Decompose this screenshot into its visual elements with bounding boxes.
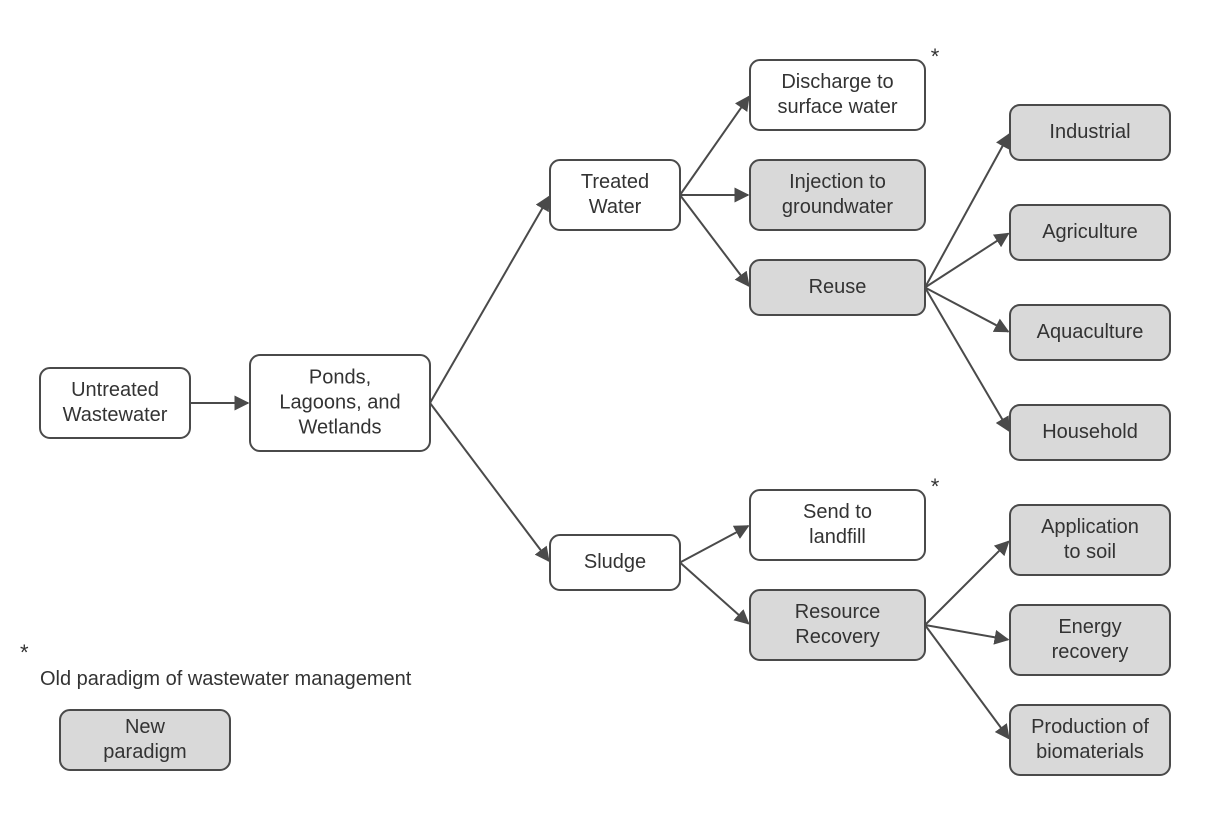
node-energy-label-line-1: recovery — [1052, 641, 1129, 663]
node-energy-group: Energy recovery — [1010, 605, 1170, 675]
node-industrial-group: Industrial — [1010, 105, 1170, 160]
node-injection-group: Injection to groundwater — [750, 160, 925, 230]
node-recovery-group: Resource Recovery — [750, 590, 925, 660]
node-soil-label-line-0: Application — [1041, 516, 1139, 538]
node-biomaterials-label-line-1: biomaterials — [1036, 741, 1144, 763]
node-ponds-label-line-0: Ponds, — [309, 366, 371, 388]
flowchart-canvas: Untreated Wastewater Ponds, Lagoons, and Wet… — [0, 0, 1220, 828]
node-biomaterials-group: Production of biomaterials — [1010, 705, 1170, 775]
node-sludge-group: Sludge — [550, 535, 680, 590]
node-household-group: Household — [1010, 405, 1170, 460]
node-landfill-label-line-1: landfill — [809, 526, 866, 548]
node-injection-label-line-0: Injection to — [789, 171, 886, 193]
node-landfill-asterisk-icon: * — [931, 474, 940, 499]
node-aquaculture-group: Aquaculture — [1010, 305, 1170, 360]
node-landfill-label-line-0: Send to — [803, 501, 872, 523]
node-soil-group: Application to soil — [1010, 505, 1170, 575]
node-sludge-label-line-0: Sludge — [584, 551, 646, 573]
node-discharge-label-line-0: Discharge to — [781, 71, 893, 93]
legend-new-paradigm-label-line-1: paradigm — [103, 741, 186, 763]
node-treated-label-line-0: Treated — [581, 171, 649, 193]
node-recovery-label-line-0: Resource — [795, 601, 881, 623]
legend-new-paradigm-label-line-0: New — [125, 716, 166, 738]
node-aquaculture-label-line-0: Aquaculture — [1037, 321, 1144, 343]
node-industrial-label-line-0: Industrial — [1049, 121, 1130, 143]
node-ponds-label-line-2: Wetlands — [298, 416, 381, 438]
node-untreated-group: Untreated Wastewater — [40, 368, 190, 438]
node-untreated-label-line-1: Wastewater — [63, 404, 168, 426]
node-untreated-label-line-0: Untreated — [71, 379, 159, 401]
node-biomaterials-label-line-0: Production of — [1031, 716, 1149, 738]
node-energy-label-line-0: Energy — [1058, 616, 1121, 638]
node-discharge-label-line-1: surface water — [777, 96, 897, 118]
node-discharge-asterisk-icon: * — [931, 44, 940, 69]
node-treated-label-line-1: Water — [589, 196, 642, 218]
node-recovery-label-line-1: Recovery — [795, 626, 879, 648]
node-ponds-group: Ponds, Lagoons, and Wetlands — [250, 355, 430, 451]
legend-old-paradigm-label: Old paradigm of wastewater management — [40, 668, 412, 690]
legend-new-paradigm-group: New paradigm — [60, 710, 230, 770]
node-soil-label-line-1: to soil — [1064, 541, 1116, 563]
node-reuse-label-line-0: Reuse — [809, 276, 867, 298]
node-injection-label-line-1: groundwater — [782, 196, 894, 218]
node-treated-group: Treated Water — [550, 160, 680, 230]
legend-asterisk-icon: * — [20, 640, 29, 665]
node-agriculture-label-line-0: Agriculture — [1042, 221, 1138, 243]
node-household-label-line-0: Household — [1042, 421, 1138, 443]
node-reuse-group: Reuse — [750, 260, 925, 315]
node-agriculture-group: Agriculture — [1010, 205, 1170, 260]
node-ponds-label-line-1: Lagoons, and — [279, 391, 400, 413]
